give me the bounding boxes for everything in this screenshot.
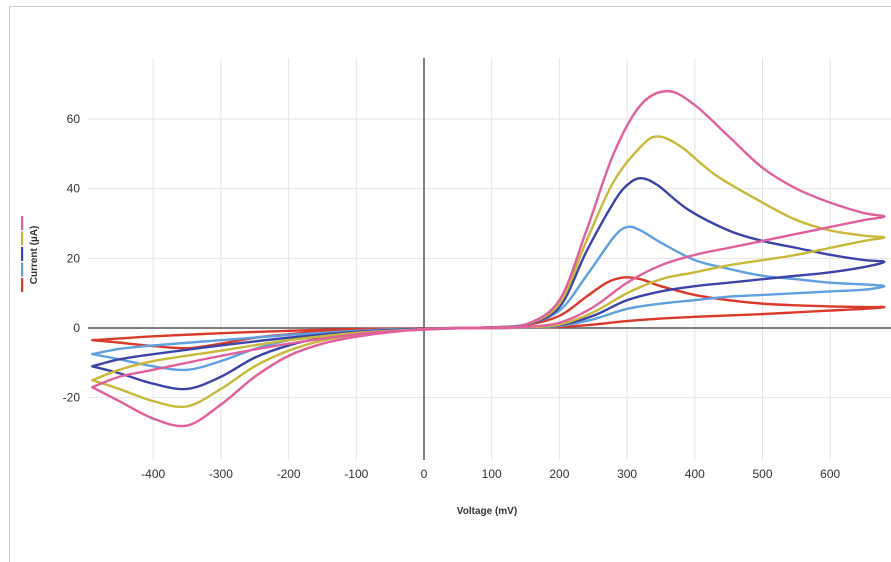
x-tick-label: 300 [617,467,637,481]
x-tick-label: -400 [141,467,165,481]
y-tick-label: 0 [73,321,80,335]
x-tick-label: -200 [277,467,301,481]
frame-border-left [9,6,10,562]
y-tick-label: 60 [67,112,81,126]
frame-border-top [9,6,891,7]
x-tick-label: -300 [209,467,233,481]
legend-swatch [21,278,24,292]
y-tick-label: 20 [67,251,81,265]
series-line-2 [91,135,886,409]
y-axis-title: Current (µA) [29,226,40,285]
legend-swatch [21,216,24,230]
x-tick-label: 200 [549,467,569,481]
x-tick-label: 0 [421,467,428,481]
tick-labels: -400 -300 -200 -100 0 100 200 300 400 500 600-2002… [63,112,841,481]
series-line-4 [91,225,886,372]
x-tick-label: 500 [752,467,772,481]
x-tick-label: 100 [482,467,502,481]
x-tick-label: 600 [820,467,840,481]
legend-swatch [21,231,24,246]
series-lines [91,89,886,428]
x-tick-label: -100 [344,467,368,481]
legend [21,216,24,292]
series-line-1 [91,89,886,428]
x-tick-label: 400 [685,467,705,481]
y-tick-label: 40 [67,182,81,196]
x-axis-title: Voltage (mV) [457,506,517,517]
legend-swatch [21,262,24,277]
series-line-5 [91,276,886,350]
grid-lines [88,58,891,460]
legend-swatch [21,247,24,261]
y-tick-label: -20 [63,391,81,405]
